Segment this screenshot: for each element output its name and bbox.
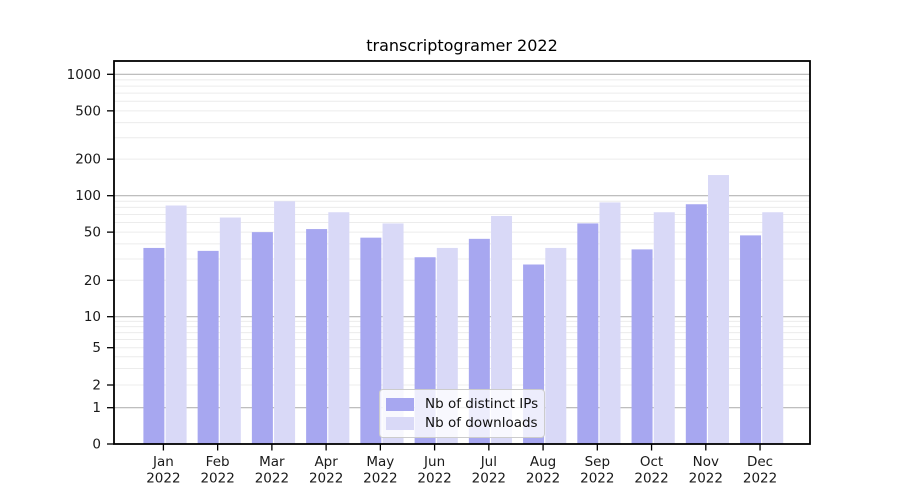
y-tick-label: 0 bbox=[92, 437, 101, 453]
y-tick-label: 10 bbox=[84, 309, 101, 325]
legend: Nb of distinct IPs Nb of downloads bbox=[379, 389, 545, 438]
x-tick-label: Nov 2022 bbox=[689, 454, 723, 487]
y-tick-label: 20 bbox=[84, 273, 101, 289]
x-tick-label: Jan 2022 bbox=[146, 454, 180, 487]
x-tick-label: Aug 2022 bbox=[526, 454, 560, 487]
x-tick-label: Mar 2022 bbox=[255, 454, 289, 487]
bar-downloads-jul bbox=[491, 215, 513, 444]
y-tick-label: 1000 bbox=[67, 67, 101, 83]
x-tick-label: Jun 2022 bbox=[417, 454, 451, 487]
legend-swatch-distinct-ips bbox=[386, 397, 414, 411]
x-tick-label: Sep 2022 bbox=[580, 454, 614, 487]
bar-distinct-ips-dec bbox=[740, 235, 762, 444]
bar-distinct-ips-oct bbox=[631, 249, 653, 444]
bar-distinct-ips-nov bbox=[685, 204, 707, 444]
legend-swatch-downloads bbox=[386, 416, 414, 430]
legend-label-distinct-ips: Nb of distinct IPs bbox=[425, 396, 539, 412]
bar-distinct-ips-mar bbox=[251, 232, 273, 444]
bar-downloads-oct bbox=[653, 212, 675, 444]
bar-downloads-apr bbox=[328, 212, 350, 444]
bar-distinct-ips-apr bbox=[306, 229, 328, 444]
bar-distinct-ips-sep bbox=[577, 223, 599, 444]
bar-distinct-ips-feb bbox=[197, 250, 219, 444]
y-tick-label: 500 bbox=[75, 103, 101, 119]
chart-title: transcriptogramer 2022 bbox=[366, 36, 558, 55]
bar-downloads-aug bbox=[545, 247, 567, 444]
y-tick-label: 2 bbox=[92, 378, 101, 394]
legend-row-distinct-ips: Nb of distinct IPs bbox=[386, 396, 539, 412]
legend-row-downloads: Nb of downloads bbox=[386, 415, 538, 431]
y-tick-label: 5 bbox=[92, 340, 101, 356]
bar-downloads-dec bbox=[762, 212, 784, 444]
x-tick-label: Feb 2022 bbox=[200, 454, 234, 487]
bar-distinct-ips-jan bbox=[143, 247, 165, 444]
y-tick-label: 200 bbox=[75, 152, 101, 168]
plot-border bbox=[113, 60, 811, 445]
x-tick-label: Jul 2022 bbox=[472, 454, 506, 487]
x-tick-label: May 2022 bbox=[363, 454, 397, 487]
bar-downloads-mar bbox=[274, 201, 296, 444]
bar-downloads-may bbox=[382, 223, 404, 444]
x-tick-label: Oct 2022 bbox=[634, 454, 668, 487]
bar-downloads-feb bbox=[219, 217, 241, 444]
y-tick-label: 1 bbox=[92, 400, 101, 416]
bar-downloads-sep bbox=[599, 202, 621, 444]
bar-distinct-ips-may bbox=[360, 237, 382, 444]
legend-label-downloads: Nb of downloads bbox=[425, 415, 538, 431]
y-tick-label: 50 bbox=[84, 225, 101, 241]
x-tick-label: Dec 2022 bbox=[743, 454, 777, 487]
bar-downloads-jan bbox=[165, 205, 187, 444]
y-tick-label: 100 bbox=[75, 188, 101, 204]
x-tick-label: Apr 2022 bbox=[309, 454, 343, 487]
bar-downloads-nov bbox=[708, 175, 729, 445]
